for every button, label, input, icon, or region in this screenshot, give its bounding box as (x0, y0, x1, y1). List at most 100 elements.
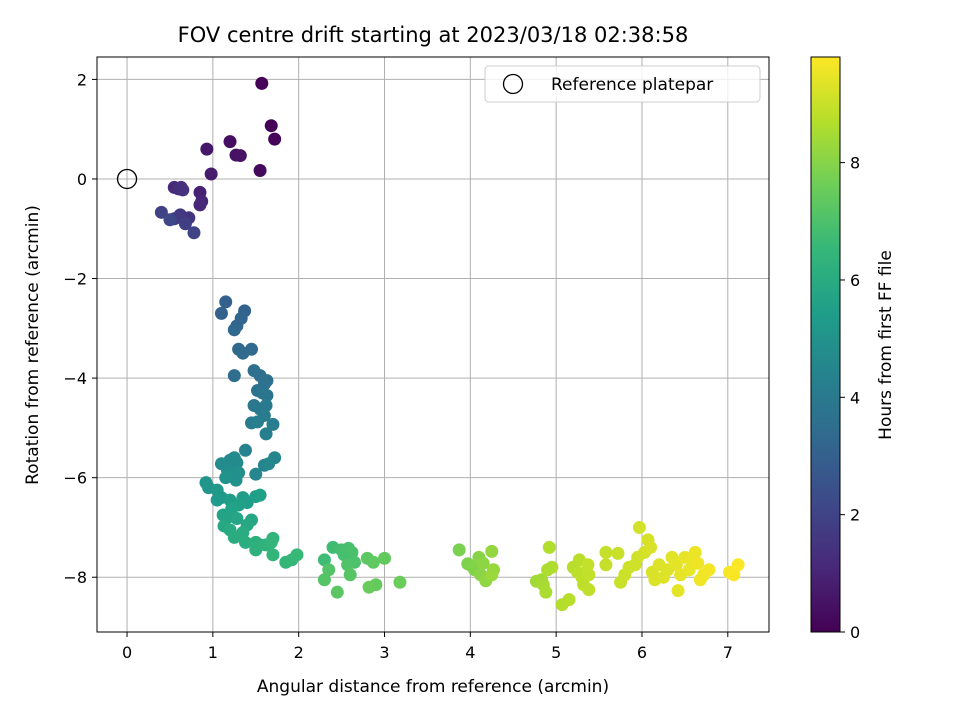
colorbar-tick-label: 2 (850, 506, 860, 525)
x-tick-label: 4 (465, 643, 475, 662)
drift-point (249, 543, 263, 557)
drift-point (163, 213, 177, 227)
drift-point (266, 417, 280, 431)
drift-point (671, 584, 685, 598)
chart-title: FOV centre drift starting at 2023/03/18 … (178, 23, 689, 47)
drift-point (266, 548, 280, 562)
x-tick-label: 5 (551, 643, 561, 662)
reference-marker-layer (116, 168, 138, 190)
legend: Reference platepar (484, 65, 761, 103)
colorbar-ticks: 0 2 4 6 8 (840, 154, 860, 642)
legend-label: Reference platepar (551, 75, 713, 95)
drift-point (727, 568, 741, 582)
x-tick-label: 7 (723, 643, 733, 662)
plot-frame (96, 56, 770, 633)
drift-point (632, 520, 646, 534)
drift-point (260, 389, 274, 403)
drift-point (219, 295, 233, 309)
drift-point (731, 558, 745, 572)
drift-point (485, 544, 499, 558)
drift-point (691, 556, 705, 570)
drift-point (219, 471, 233, 485)
drift-point (476, 556, 490, 570)
drift-point (238, 443, 252, 457)
y-tick-label: −6 (63, 469, 87, 488)
x-tick-label: 6 (637, 643, 647, 662)
colorbar-tick-label: 6 (850, 271, 860, 290)
drift-point (545, 560, 559, 574)
drift-point (210, 493, 224, 507)
drift-point (253, 488, 267, 502)
data-points (154, 76, 745, 612)
drift-point (238, 535, 252, 549)
drift-point (599, 558, 613, 572)
drift-point (290, 548, 304, 562)
drift-point (611, 546, 625, 560)
drift-point (233, 149, 247, 163)
y-tick-label: 0 (77, 170, 87, 189)
drift-point (200, 142, 214, 156)
drift-point (539, 585, 553, 599)
drift-point (227, 369, 241, 383)
drift-point (581, 558, 595, 572)
colorbar-tick-label: 8 (850, 154, 860, 173)
drift-point (452, 543, 466, 557)
drift-point (264, 119, 278, 133)
colorbar-gradient (811, 57, 840, 632)
y-tick-label: 2 (77, 70, 87, 89)
legend-box (484, 65, 761, 103)
x-axis-label: Angular distance from reference (arcmin) (257, 677, 609, 697)
drift-point (214, 306, 228, 320)
drift-point (542, 540, 556, 554)
drift-point (362, 580, 376, 594)
x-tick-label: 0 (122, 643, 132, 662)
drift-point (223, 135, 237, 149)
grid-lines (97, 57, 769, 632)
drift-point (250, 415, 264, 429)
drift-point (253, 164, 267, 178)
drift-point (230, 511, 244, 525)
y-axis-ticks: 2 0 −2 −4 −6 −8 (63, 70, 97, 587)
y-tick-label: −2 (63, 270, 87, 289)
drift-point (599, 545, 613, 559)
drift-point (262, 457, 276, 471)
drift-point (702, 563, 716, 577)
drift-point (259, 398, 273, 412)
drift-point (562, 593, 576, 607)
drift-point (485, 568, 499, 582)
drift-point (322, 563, 336, 577)
drift-point (227, 530, 241, 544)
legend-open-circle-marker (502, 73, 524, 95)
y-tick-label: −4 (63, 369, 87, 388)
colorbar: 0 2 4 6 8 Hours from first FF file (810, 56, 896, 642)
drift-point (393, 575, 407, 589)
drift-point (204, 167, 218, 181)
x-tick-label: 3 (379, 643, 389, 662)
drift-point (317, 553, 331, 567)
drift-point (582, 568, 596, 582)
drift-point (264, 535, 278, 549)
x-tick-label: 1 (208, 643, 218, 662)
colorbar-tick-label: 4 (850, 388, 860, 407)
colorbar-frame (810, 56, 841, 633)
colorbar-label: Hours from first FF file (876, 250, 896, 440)
drift-point (366, 555, 380, 569)
reference-platepar-marker (116, 168, 138, 190)
colorbar-tick-label: 0 (850, 623, 860, 642)
drift-point (669, 558, 683, 572)
drift-point (255, 76, 269, 90)
y-axis-label: Rotation from reference (arcmin) (23, 205, 43, 485)
drift-point (229, 473, 243, 487)
drift-point (236, 346, 250, 360)
drift-point (343, 568, 357, 582)
drift-point (178, 217, 192, 231)
drift-point (341, 558, 355, 572)
drift-point (378, 551, 392, 565)
drift-point (154, 205, 168, 219)
drift-point (176, 183, 190, 197)
y-tick-label: −8 (63, 568, 87, 587)
drift-point (317, 573, 331, 587)
drift-point (644, 540, 658, 554)
